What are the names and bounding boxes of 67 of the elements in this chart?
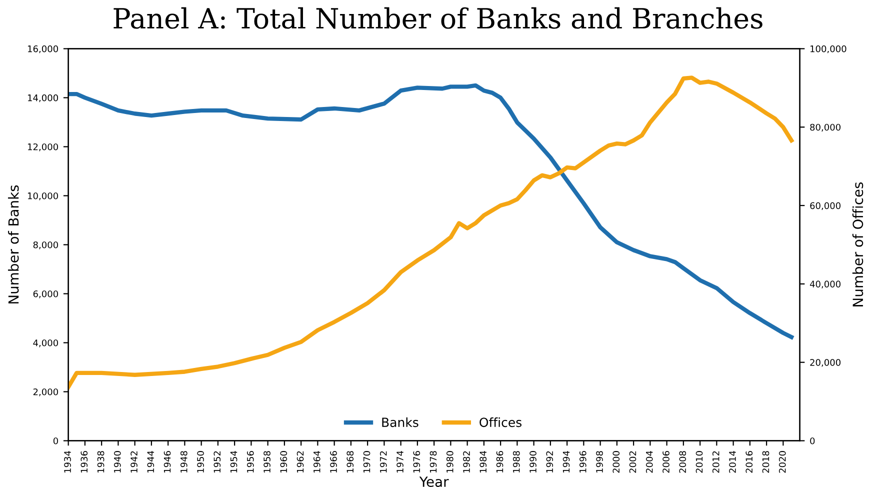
x-tick-label: 2016 bbox=[746, 451, 753, 473]
x-tick-label: 1938 bbox=[97, 451, 104, 472]
y-axis-title: Number of Banks bbox=[8, 185, 19, 304]
x-tick-label: 1936 bbox=[80, 451, 88, 472]
x-tick-label: 1992 bbox=[546, 451, 554, 472]
y-tick-label: 2,000 bbox=[33, 388, 58, 396]
x-tick-label: 1968 bbox=[346, 451, 354, 472]
legend-label: Banks bbox=[382, 417, 418, 428]
y2-tick-label: 60,000 bbox=[810, 202, 840, 210]
y-tick-label: 4,000 bbox=[33, 339, 58, 348]
y2-axis-title: Number of Offices bbox=[852, 182, 864, 306]
x-tick-label: 1946 bbox=[164, 451, 171, 472]
y-tick-label: 16,000 bbox=[28, 45, 58, 54]
x-tick-label: 1960 bbox=[280, 451, 288, 472]
y-tick-label: 10,000 bbox=[28, 192, 58, 200]
x-tick-label: 2014 bbox=[729, 450, 736, 473]
x-tick-label: 1934 bbox=[64, 450, 71, 472]
x-tick-label: 2010 bbox=[696, 451, 703, 473]
x-tick-label: 1986 bbox=[496, 451, 504, 472]
x-tick-label: 1954 bbox=[230, 450, 238, 472]
x-tick-label: 1944 bbox=[147, 450, 154, 472]
x-tick-label: 1962 bbox=[296, 451, 304, 472]
x-tick-label: 1988 bbox=[512, 451, 520, 472]
x-tick-label: 1990 bbox=[530, 451, 536, 472]
y2-tick-label: 100,000 bbox=[810, 45, 846, 54]
y-tick-label: 12,000 bbox=[28, 143, 58, 152]
x-tick-label: 1972 bbox=[380, 451, 387, 472]
x-tick-label: 1948 bbox=[180, 451, 188, 472]
x-tick-label: 2002 bbox=[629, 451, 636, 473]
x-tick-label: 1974 bbox=[396, 450, 404, 472]
x-axis-title: Year bbox=[419, 476, 449, 487]
x-tick-label: 1984 bbox=[480, 450, 487, 472]
y2-tick-label: 80,000 bbox=[810, 124, 840, 132]
x-tick-label: 2008 bbox=[679, 451, 686, 473]
x-tick-label: 1956 bbox=[246, 451, 254, 472]
x-tick-label: 1976 bbox=[413, 451, 420, 472]
x-tick-label: 1996 bbox=[579, 451, 586, 472]
chart-title: Panel A: Total Number of Banks and Branches bbox=[114, 7, 762, 29]
x-tick-label: 1982 bbox=[463, 451, 470, 472]
x-tick-label: 1940 bbox=[114, 451, 121, 472]
legend-label: Offices bbox=[480, 417, 522, 428]
x-tick-label: 2018 bbox=[762, 451, 770, 473]
x-tick-label: 1952 bbox=[214, 451, 221, 472]
y-tick-label: 0 bbox=[53, 437, 58, 444]
x-tick-label: 2006 bbox=[662, 451, 670, 473]
y-tick-label: 14,000 bbox=[28, 94, 58, 102]
x-tick-label: 2012 bbox=[712, 451, 720, 473]
line-series bbox=[68, 83, 794, 340]
x-tick-label: 1998 bbox=[596, 451, 603, 472]
x-tick-label: 2000 bbox=[612, 451, 620, 473]
y2-tick-label: 20,000 bbox=[810, 359, 840, 367]
x-tick-label: 1978 bbox=[430, 451, 437, 472]
y2-tick-label: 40,000 bbox=[810, 280, 840, 288]
x-tick-label: 1942 bbox=[130, 451, 138, 472]
x-tick-label: 2004 bbox=[646, 450, 653, 473]
x-tick-label: 1964 bbox=[313, 450, 320, 472]
line-series bbox=[68, 76, 794, 390]
x-tick-label: 1980 bbox=[446, 451, 454, 472]
x-tick-label: 1994 bbox=[562, 450, 570, 472]
x-tick-label: 1950 bbox=[197, 451, 204, 472]
x-tick-label: 2020 bbox=[778, 451, 786, 473]
x-tick-label: 1970 bbox=[363, 451, 370, 472]
y-tick-label: 6,000 bbox=[33, 290, 58, 298]
y-tick-label: 8,000 bbox=[33, 241, 58, 250]
x-tick-label: 1958 bbox=[264, 451, 270, 472]
x-tick-label: 1966 bbox=[330, 451, 337, 472]
y2-tick-label: 0 bbox=[810, 437, 815, 444]
